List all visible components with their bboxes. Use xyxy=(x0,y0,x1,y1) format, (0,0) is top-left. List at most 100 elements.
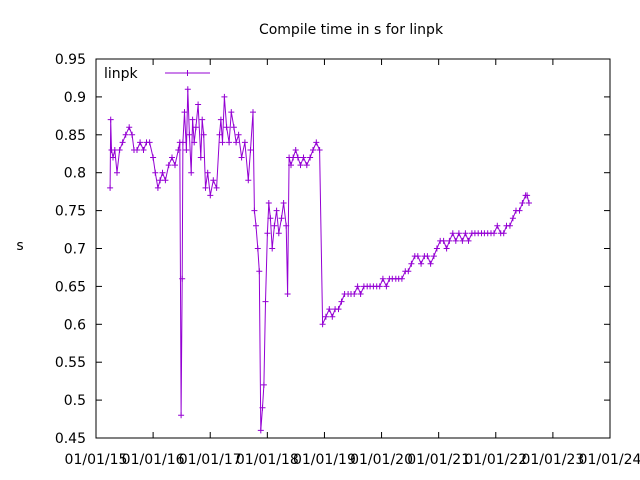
data-point-marker xyxy=(223,124,230,131)
data-point-marker xyxy=(283,222,290,229)
legend-label-linpk: linpk xyxy=(104,66,139,82)
x-tick-label: 01/01/22 xyxy=(464,452,527,468)
data-point-marker xyxy=(271,222,278,229)
data-point-marker xyxy=(280,200,287,206)
data-point-marker xyxy=(516,207,523,214)
data-point-marker xyxy=(165,162,172,169)
data-point-marker xyxy=(195,101,202,108)
data-point-marker xyxy=(351,291,358,297)
data-point-marker xyxy=(251,207,258,214)
data-point-marker xyxy=(465,237,472,244)
data-point-marker xyxy=(278,215,285,222)
data-point-marker xyxy=(260,381,267,388)
x-tick-label: 01/01/15 xyxy=(65,452,128,468)
data-point-marker xyxy=(126,124,133,131)
data-point-marker xyxy=(191,139,198,146)
data-point-marker xyxy=(146,139,153,146)
data-point-marker xyxy=(152,169,159,176)
data-point-marker xyxy=(172,162,178,169)
data-point-marker xyxy=(250,109,256,116)
data-point-marker xyxy=(264,230,271,237)
y-axis-ticks: 0.45 0.5 0.55 0.6 0.65 0.7 0.75 0.8 0.85 0.9 0.95 xyxy=(55,52,610,447)
data-point-marker xyxy=(446,237,453,244)
data-point-marker xyxy=(247,147,254,153)
chart-title: Compile time in s for linpk xyxy=(259,22,444,38)
data-point-marker xyxy=(256,268,263,275)
data-point-marker xyxy=(110,154,116,161)
data-point-marker xyxy=(509,215,516,222)
data-point-marker xyxy=(265,200,272,206)
data-point-marker xyxy=(137,139,144,146)
y-tick-label: 0.65 xyxy=(55,279,86,295)
data-point-marker xyxy=(159,169,166,176)
data-point-marker xyxy=(204,169,211,176)
plot-frame xyxy=(95,58,611,439)
data-point-marker xyxy=(288,162,294,169)
data-point-marker xyxy=(197,154,204,161)
data-point-marker xyxy=(300,154,307,161)
data-point-marker xyxy=(313,139,320,146)
data-point-marker xyxy=(228,109,235,116)
data-point-marker xyxy=(414,253,421,260)
data-point-marker xyxy=(526,200,532,206)
data-point-marker xyxy=(150,154,157,161)
data-point-marker xyxy=(259,404,266,411)
data-point-marker xyxy=(303,162,310,169)
y-tick-label: 0.85 xyxy=(55,128,86,144)
data-point-marker xyxy=(238,154,245,161)
y-tick-label: 0.45 xyxy=(55,431,86,447)
data-point-marker xyxy=(329,313,336,320)
x-tick-label: 01/01/17 xyxy=(179,452,242,468)
data-point-marker xyxy=(221,93,228,100)
data-point-marker xyxy=(200,131,207,138)
legend-marker-linpk xyxy=(184,70,191,76)
data-point-marker xyxy=(292,147,299,153)
data-point-marker xyxy=(175,147,182,153)
data-point-marker xyxy=(262,298,269,305)
y-tick-label: 0.55 xyxy=(55,355,86,371)
data-point-marker xyxy=(379,275,386,282)
data-point-marker xyxy=(192,124,199,131)
data-point-marker xyxy=(257,427,264,434)
x-tick-label: 01/01/20 xyxy=(350,452,413,468)
data-point-marker xyxy=(169,154,175,161)
data-point-marker xyxy=(459,237,466,244)
data-point-marker xyxy=(226,139,233,146)
data-point-marker xyxy=(319,321,326,328)
data-point-marker xyxy=(181,109,188,116)
data-point-marker xyxy=(217,116,224,123)
data-point-marker xyxy=(186,131,193,138)
data-point-marker xyxy=(316,147,323,153)
data-point-marker xyxy=(210,177,217,184)
data-point-marker xyxy=(398,275,405,282)
data-point-marker xyxy=(199,116,206,123)
series-layer xyxy=(107,86,532,434)
data-point-marker xyxy=(491,230,497,237)
data-point-marker xyxy=(230,124,237,131)
data-point-marker xyxy=(154,184,161,191)
data-point-marker xyxy=(134,147,140,153)
y-tick-label: 0.5 xyxy=(64,393,86,409)
data-point-marker xyxy=(189,116,196,123)
data-point-marker xyxy=(107,184,114,191)
data-point-marker xyxy=(119,139,126,146)
x-tick-label: 01/01/18 xyxy=(236,452,299,468)
data-point-marker xyxy=(207,192,214,199)
data-point-marker xyxy=(235,131,242,138)
data-point-marker xyxy=(183,147,190,153)
data-point-marker xyxy=(408,260,415,267)
data-point-marker xyxy=(140,147,147,153)
data-point-marker xyxy=(322,313,329,320)
data-point-marker xyxy=(157,177,164,184)
data-point-marker xyxy=(188,169,195,176)
x-tick-label: 01/01/19 xyxy=(293,452,356,468)
data-point-marker xyxy=(162,177,169,184)
data-point-marker xyxy=(338,298,345,305)
data-point-marker xyxy=(216,131,223,138)
data-point-marker xyxy=(273,207,280,214)
data-point-marker xyxy=(462,230,469,237)
data-point-marker xyxy=(354,283,361,290)
data-point-marker xyxy=(433,245,440,252)
data-point-marker xyxy=(383,283,390,290)
